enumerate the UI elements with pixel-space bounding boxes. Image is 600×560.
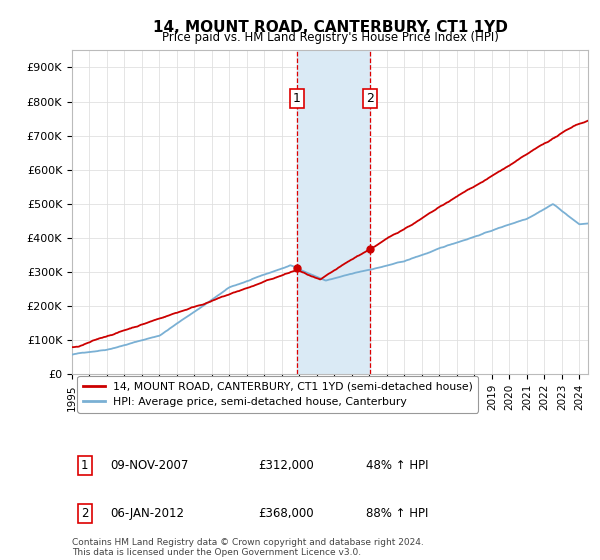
Text: 2: 2 — [366, 92, 374, 105]
Text: 88% ↑ HPI: 88% ↑ HPI — [366, 507, 428, 520]
Text: 48% ↑ HPI: 48% ↑ HPI — [366, 459, 428, 472]
Text: 06-JAN-2012: 06-JAN-2012 — [110, 507, 185, 520]
Bar — [297, 50, 370, 374]
Text: 14, MOUNT ROAD, CANTERBURY, CT1 1YD: 14, MOUNT ROAD, CANTERBURY, CT1 1YD — [152, 20, 508, 35]
Text: Price paid vs. HM Land Registry's House Price Index (HPI): Price paid vs. HM Land Registry's House … — [161, 31, 499, 44]
Text: Contains HM Land Registry data © Crown copyright and database right 2024.
This d: Contains HM Land Registry data © Crown c… — [72, 538, 424, 557]
Text: 2: 2 — [81, 507, 89, 520]
Text: 1: 1 — [81, 459, 89, 472]
Text: £312,000: £312,000 — [258, 459, 314, 472]
Text: £368,000: £368,000 — [258, 507, 313, 520]
Text: 1: 1 — [293, 92, 301, 105]
Legend: 14, MOUNT ROAD, CANTERBURY, CT1 1YD (semi-detached house), HPI: Average price, s: 14, MOUNT ROAD, CANTERBURY, CT1 1YD (sem… — [77, 376, 478, 413]
Text: 09-NOV-2007: 09-NOV-2007 — [110, 459, 189, 472]
